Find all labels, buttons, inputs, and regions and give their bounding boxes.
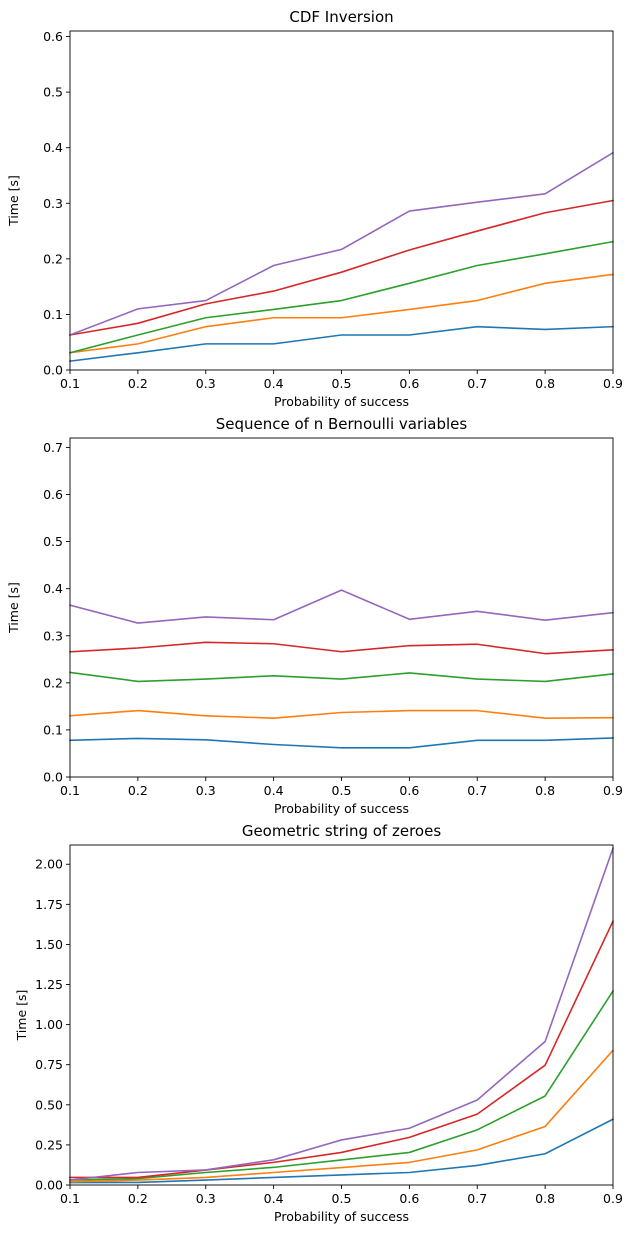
x-tick-label: 0.5: [332, 376, 352, 391]
chart-1: 0.1 0.2 0.3 0.4 0.5 0.6 0.7 0.8 0.90.00.10.20.30…: [6, 8, 623, 409]
x-tick-label: 0.6: [399, 783, 419, 798]
chart-title: Geometric string of zeroes: [242, 822, 441, 840]
y-tick-label: 0.50: [35, 1097, 63, 1112]
y-tick-label: 0.00: [35, 1178, 63, 1193]
x-tick-label: 0.1: [60, 376, 80, 391]
chart-2: 0.1 0.2 0.3 0.4 0.5 0.6 0.7 0.8 0.90.00.10.20.30…: [6, 415, 623, 816]
chart-title: CDF Inversion: [289, 8, 393, 26]
x-tick-label: 0.7: [467, 783, 487, 798]
y-tick-label: 0.25: [35, 1137, 63, 1152]
x-tick-label: 0.7: [467, 376, 487, 391]
y-tick-label: 0.1: [43, 722, 63, 737]
y-tick-label: 0.0: [43, 363, 63, 378]
series-line-3: [69, 240, 614, 354]
chart-title: Sequence of n Bernoulli variables: [216, 415, 468, 433]
series-line-4: [69, 920, 615, 1179]
x-tick-label: 0.6: [399, 1191, 419, 1206]
x-tick-label: 0.2: [128, 1191, 148, 1206]
series-line-5: [69, 847, 615, 1181]
x-tick-label: 0.8: [535, 783, 555, 798]
y-tick-label: 0.4: [43, 140, 63, 155]
series-line-3: [69, 989, 615, 1181]
y-tick-label: 0.0: [43, 770, 63, 785]
chart-3: 0.1 0.2 0.3 0.4 0.5 0.6 0.7 0.8 0.9 0.00 0.25 0.50 0…: [14, 822, 623, 1224]
y-tick-label: 0.1: [43, 307, 63, 322]
x-tick-label: 0.3: [196, 783, 216, 798]
x-tick-label: 0.5: [332, 783, 352, 798]
y-tick-label: 1.50: [35, 937, 63, 952]
series-line-2: [69, 709, 614, 719]
x-tick-label: 0.3: [196, 1191, 216, 1206]
y-tick-label: 1.25: [35, 977, 63, 992]
series-line-5: [68, 151, 615, 337]
plot-frame: [69, 437, 614, 778]
series-line-1: [69, 737, 614, 749]
y-tick-label: 1.00: [35, 1017, 63, 1032]
x-tick-label: 0.3: [196, 376, 216, 391]
series-line-1: [69, 1118, 615, 1184]
x-axis-label: Probability of success: [274, 801, 409, 816]
series-line-4: [69, 199, 614, 336]
x-tick-label: 0.9: [603, 376, 623, 391]
series-line-2: [69, 1049, 615, 1183]
x-tick-label: 0.9: [603, 1191, 623, 1206]
y-axis-label: Time [s]: [14, 990, 29, 1042]
x-tick-label: 0.4: [264, 1191, 284, 1206]
x-tick-label: 0.1: [60, 1191, 80, 1206]
x-tick-label: 0.5: [332, 1191, 352, 1206]
y-tick-label: 0.3: [43, 628, 63, 643]
series-line-1: [69, 325, 614, 363]
y-tick-label: 2.00: [35, 857, 63, 872]
y-tick-label: 0.5: [43, 85, 63, 100]
series-line-4: [69, 641, 614, 655]
y-tick-label: 0.75: [35, 1057, 63, 1072]
y-tick-label: 0.4: [43, 581, 63, 596]
y-tick-label: 0.6: [43, 487, 63, 502]
y-tick-label: 0.5: [43, 534, 63, 549]
y-tick-label: 1.75: [35, 897, 63, 912]
y-axis-label: Time [s]: [6, 582, 21, 634]
series-line-5: [69, 589, 614, 624]
x-tick-label: 0.1: [60, 783, 80, 798]
y-tick-label: 0.7: [43, 440, 63, 455]
y-tick-label: 0.2: [43, 675, 63, 690]
y-tick-label: 0.2: [43, 251, 63, 266]
x-tick-label: 0.6: [399, 376, 419, 391]
x-axis-label: Probability of success: [274, 1209, 409, 1224]
series-line-2: [69, 273, 614, 354]
y-axis-label: Time [s]: [6, 175, 21, 227]
x-tick-label: 0.2: [128, 376, 148, 391]
y-tick-label: 0.6: [43, 29, 63, 44]
x-tick-label: 0.9: [603, 783, 623, 798]
x-tick-label: 0.8: [535, 376, 555, 391]
y-tick-label: 0.3: [43, 196, 63, 211]
x-axis-label: Probability of success: [274, 394, 409, 409]
x-tick-label: 0.4: [264, 783, 284, 798]
plot-frame: [69, 844, 614, 1186]
x-tick-label: 0.4: [264, 376, 284, 391]
series-line-3: [69, 671, 614, 683]
x-tick-label: 0.7: [467, 1191, 487, 1206]
x-tick-label: 0.2: [128, 783, 148, 798]
x-tick-label: 0.8: [535, 1191, 555, 1206]
